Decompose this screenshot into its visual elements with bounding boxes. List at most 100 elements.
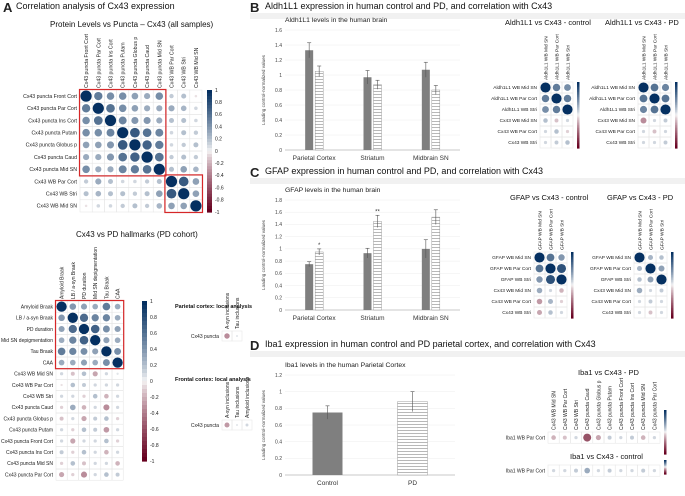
corrC-control-legend-step	[571, 296, 574, 299]
corr2-row-label: Cx43 WB Mid SN	[14, 372, 53, 378]
corrC-pd-row-label: GFAP WB Mid SN	[592, 255, 631, 261]
corr1-dot	[155, 92, 164, 100]
corrB-control-row-label: Cx43 WB Par Cort	[498, 129, 538, 135]
corrD-pd-legend-step	[664, 427, 667, 430]
corr2-dot	[102, 325, 110, 333]
corr2-dot	[81, 371, 87, 377]
corr1-legend-tick: -1	[215, 210, 220, 216]
corrC-pd-dot	[637, 299, 642, 304]
corr2-dot	[102, 314, 111, 322]
corrD-pd-legend-step	[664, 441, 667, 444]
corr2-legend-step	[142, 373, 147, 378]
corrB-pd-legend-step	[675, 83, 678, 86]
corr1-dot	[107, 178, 114, 185]
corr2-dot	[79, 335, 89, 345]
corrC-control-legend-step	[571, 303, 574, 306]
corrD-pd-dot	[652, 435, 657, 440]
corr2-dot	[70, 461, 76, 466]
barC-ytick: 1.6	[275, 210, 282, 216]
corr1-legend-step	[207, 90, 212, 94]
corr1-dot	[94, 128, 103, 137]
corr2-dot	[69, 404, 76, 411]
corr2-dot	[93, 472, 97, 477]
corrC-control-legend-step	[571, 294, 574, 298]
panel-d-title: Iba1 expression in human control and PD …	[265, 339, 596, 349]
corr1-dot	[156, 105, 163, 112]
corr1-dot	[118, 152, 128, 162]
corr2-legend-step	[142, 393, 147, 398]
corrB-control-legend-step	[577, 136, 580, 139]
corr2-legend-step	[142, 305, 147, 310]
corr2-legend-step	[142, 313, 147, 318]
corrC-control-legend-step	[571, 301, 574, 304]
parietal-local-col-label: A-syn inclusions	[225, 292, 231, 329]
corr2-dot	[104, 416, 109, 421]
corrB-pd-legend-step	[675, 119, 678, 123]
corrC-control-dot	[546, 253, 555, 262]
corr2-col-label: LB / a-syn Braak	[71, 262, 77, 299]
corr2-col-label: Tau Braak	[104, 276, 110, 299]
corrB-control-dot	[540, 82, 551, 93]
corr2-dot	[69, 359, 76, 366]
corrC-pd-legend-step	[671, 283, 674, 286]
corr2-row-label: Cx43 puncta Putam	[9, 428, 53, 434]
corrB-control-legend-step	[577, 116, 580, 119]
corrB-control-legend-step	[577, 98, 580, 101]
barD-category-label: Control	[317, 480, 339, 487]
corrD-control-dot	[607, 468, 612, 473]
corr1-dot	[107, 166, 114, 173]
corr1-dot	[181, 93, 187, 99]
barD-ytick: 0	[279, 473, 282, 479]
corr2-legend-step	[142, 421, 147, 426]
corrC-pd-legend-step	[671, 293, 674, 296]
corr1-col-label: Cx43 WB Stri	[182, 57, 188, 88]
corr1-dot	[142, 128, 152, 138]
corrB-pd-legend-step	[675, 123, 678, 126]
corr1-dot	[144, 191, 150, 197]
corrD-pd-dot	[607, 435, 612, 440]
corrB-pd-row-label: Cx43 WB Stri	[606, 140, 635, 146]
corrC-pd-dot	[659, 255, 664, 260]
corr2-col-label: Mid SN depigmentation	[93, 247, 99, 299]
corrB-pd-legend-step	[675, 106, 678, 109]
corr2-row-label: Amyloid Braak	[21, 304, 54, 310]
corr1-dot	[96, 204, 101, 208]
corr2-legend-step	[142, 361, 147, 366]
corr2-row-label: Tau Braak	[30, 349, 53, 355]
corrB-control-legend-step	[577, 106, 580, 109]
corr2-legend-step	[142, 329, 147, 334]
corr1-legend-step	[207, 184, 212, 189]
barC-ytick: 1.2	[275, 234, 282, 240]
corr2-dot	[115, 439, 120, 443]
corrB-control-row-label: Aldh1L1 WB Par Cort	[491, 96, 538, 102]
corrB-control-legend-step	[577, 111, 580, 114]
corr1-legend-step	[207, 126, 212, 131]
corrD-control-row-label: Iba1 WB Par Cort	[506, 468, 546, 474]
corrC-control-dot	[536, 298, 543, 305]
corr1-dot	[156, 117, 163, 124]
corr1-dot	[181, 142, 186, 148]
corrC-control-legend-step	[571, 258, 574, 261]
corr2-legend-step	[142, 301, 147, 306]
corr2-legend-step	[142, 457, 147, 462]
corrB-control-dot	[543, 118, 548, 123]
corr1-dot	[83, 154, 90, 161]
corrB-pd-col-label: Aldh1L1 WB Mid SN	[642, 36, 648, 80]
corr2-dot	[102, 359, 110, 367]
corrB-control-legend-step	[577, 143, 580, 146]
corr1-col-label: Cx43 puncta Globus p	[133, 37, 139, 88]
corr2-dot	[101, 346, 112, 357]
panel-a-title: Correlation analysis of Cx43 expression	[16, 1, 175, 11]
corr1-dot	[178, 176, 189, 187]
corr1-dot	[193, 166, 199, 173]
corrB-pd-legend-step	[675, 113, 678, 116]
barB-bar	[363, 77, 372, 150]
corrC-pd-legend-step	[671, 309, 674, 312]
corr2-row-label: Cx43 WB Par Cort	[12, 383, 54, 389]
corr2-dot	[71, 394, 75, 398]
corr1-col-label: Cx43 puncta Front Cort	[84, 34, 90, 88]
corr2-dot	[93, 405, 97, 410]
